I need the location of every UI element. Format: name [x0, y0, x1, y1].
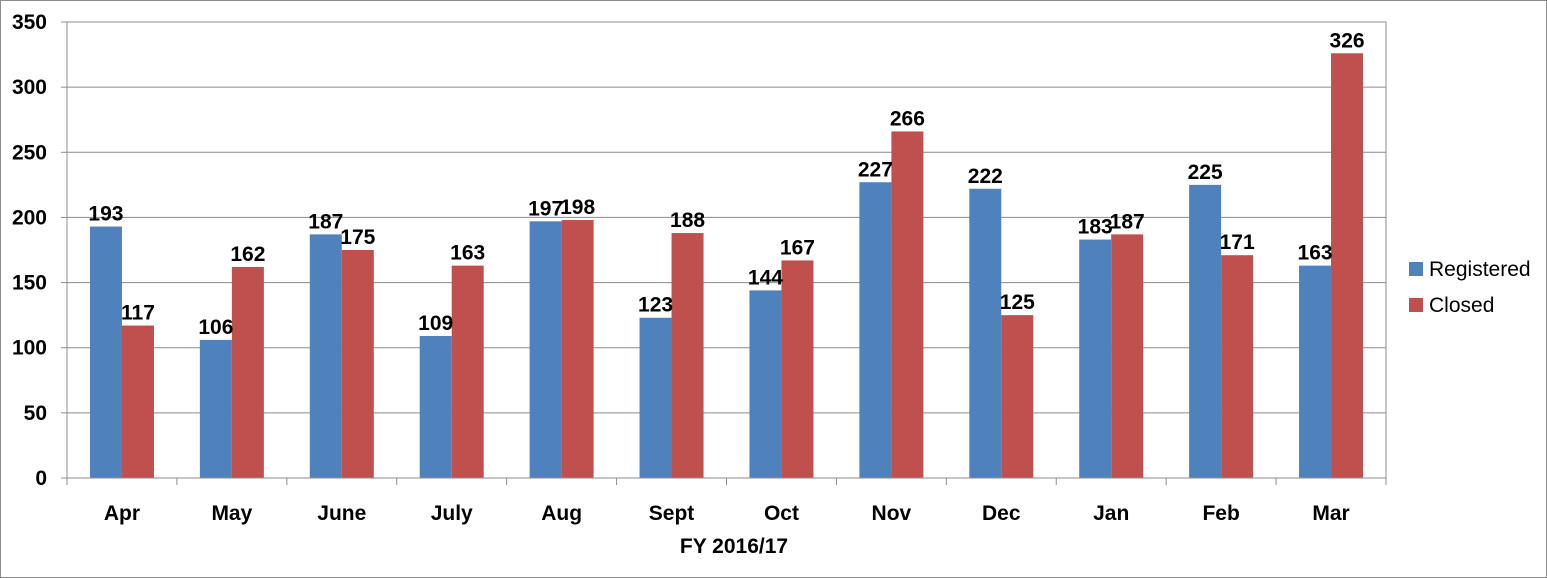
bar-registered-mar — [1299, 265, 1332, 478]
data-label: 167 — [780, 236, 815, 259]
bar-closed-jan — [1111, 234, 1144, 478]
data-label: 162 — [230, 243, 265, 266]
data-label: 193 — [88, 203, 123, 226]
x-tick-labels: Apr May June July Aug Sept Oct Nov Dec Jan Feb Mar — [104, 502, 1350, 525]
data-label: 222 — [968, 165, 1003, 188]
y-tick-labels: 0 50 100 150 200 250 300 350 — [12, 11, 47, 490]
legend: Registered Closed — [1409, 258, 1531, 317]
bar-registered-feb — [1189, 184, 1222, 478]
data-label: 225 — [1188, 161, 1223, 184]
bar-registered-june — [309, 234, 342, 478]
x-tick-label: Aug — [541, 502, 582, 525]
bar-closed-apr — [121, 325, 154, 478]
bar-closed-sept — [671, 233, 704, 478]
bar-closed-mar — [1331, 53, 1364, 479]
bar-registered-may — [199, 339, 232, 478]
x-tick-label: Nov — [872, 502, 912, 525]
bar-registered-aug — [529, 221, 562, 478]
x-tick-label: Oct — [764, 502, 799, 525]
x-tick-label: May — [211, 502, 252, 525]
data-label: 197 — [528, 197, 563, 220]
x-tick-label: Feb — [1202, 502, 1239, 525]
data-label: 198 — [560, 196, 595, 219]
legend-label-registered: Registered — [1429, 258, 1531, 281]
x-tick-label: Dec — [982, 502, 1021, 525]
data-label: 266 — [890, 107, 925, 130]
bar-registered-nov — [859, 182, 892, 478]
bar-closed-feb — [1221, 255, 1254, 478]
y-tick-label: 300 — [12, 76, 47, 99]
y-tick-label: 350 — [12, 11, 47, 34]
data-label: 171 — [1220, 231, 1255, 254]
data-label: 125 — [1000, 291, 1035, 314]
y-tick-label: 50 — [24, 402, 47, 425]
data-label: 183 — [1078, 216, 1113, 239]
data-label: 117 — [121, 302, 155, 325]
bar-registered-sept — [639, 317, 672, 478]
data-label: 326 — [1330, 29, 1365, 52]
legend-label-closed: Closed — [1429, 294, 1494, 317]
bar-registered-oct — [749, 290, 782, 478]
x-tick-label: June — [317, 502, 366, 525]
bar-closed-may — [231, 266, 264, 478]
data-labels: 1931171061621871751091631971981231881441… — [88, 29, 1364, 339]
bar-closed-aug — [561, 220, 594, 478]
data-label: 109 — [418, 312, 453, 335]
axes — [61, 21, 1387, 485]
data-label: 163 — [1298, 242, 1333, 265]
bar-closed-nov — [891, 131, 924, 478]
legend-swatch-closed — [1409, 298, 1423, 312]
y-tick-label: 100 — [12, 337, 47, 360]
bar-closed-oct — [781, 260, 814, 478]
data-label: 163 — [450, 242, 485, 265]
x-tick-label: Mar — [1312, 502, 1349, 525]
bar-registered-apr — [89, 226, 122, 478]
x-tick-label: Sept — [649, 502, 695, 525]
data-label: 227 — [858, 158, 893, 181]
bar-closed-dec — [1001, 315, 1034, 478]
data-label: 144 — [748, 266, 783, 289]
bars — [89, 53, 1364, 479]
legend-swatch-registered — [1409, 262, 1423, 276]
data-label: 187 — [1110, 210, 1145, 233]
bar-closed-june — [341, 250, 374, 478]
bar-registered-jan — [1079, 239, 1112, 478]
bar-closed-july — [451, 265, 484, 478]
y-tick-label: 250 — [12, 141, 47, 164]
x-tick-label: July — [431, 502, 473, 525]
data-label: 175 — [340, 226, 375, 249]
y-tick-label: 150 — [12, 272, 47, 295]
gridlines — [67, 21, 1387, 478]
x-axis-title: FY 2016/17 — [680, 535, 788, 558]
data-label: 106 — [198, 316, 233, 339]
bar-registered-july — [419, 335, 452, 478]
y-tick-label: 0 — [35, 467, 47, 490]
x-tick-label: Apr — [104, 502, 140, 525]
data-label: 187 — [308, 210, 343, 233]
bar-registered-dec — [969, 188, 1002, 478]
data-label: 188 — [670, 209, 705, 232]
data-label: 123 — [638, 294, 673, 317]
x-tick-label: Jan — [1093, 502, 1129, 525]
y-tick-label: 200 — [12, 206, 47, 229]
